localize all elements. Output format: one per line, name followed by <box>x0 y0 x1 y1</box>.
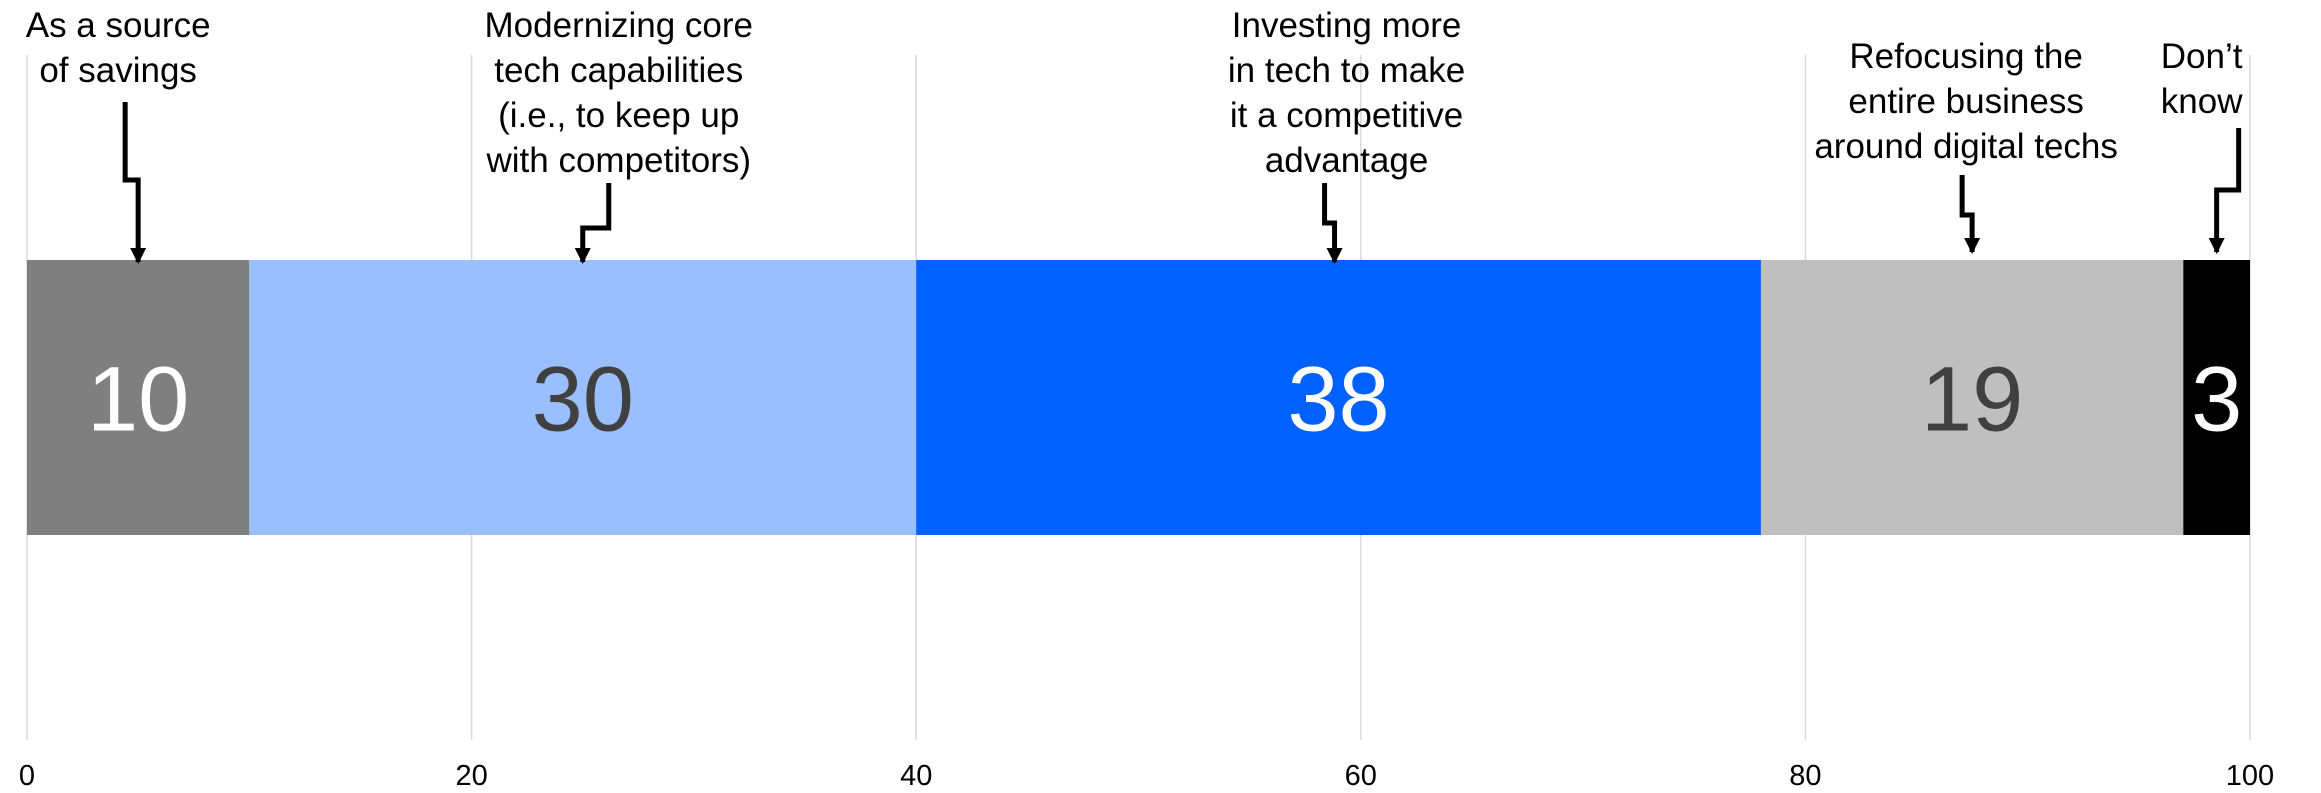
x-tick-label: 20 <box>455 760 487 792</box>
x-tick-label: 100 <box>2226 760 2274 792</box>
category-label-line: Refocusing the <box>1849 37 2082 76</box>
callout-arrow-line <box>2214 128 2242 252</box>
bar-segment <box>1760 260 2184 535</box>
bar-segment <box>249 260 917 535</box>
callout-arrow-line <box>1322 183 1338 262</box>
category-label-line: Don’t <box>2161 37 2243 76</box>
callout-arrow-line <box>122 102 141 262</box>
x-axis-tick-labels: 0 20 40 60 80 100 <box>19 760 2274 792</box>
category-label-line: Modernizing core <box>485 6 753 45</box>
callout-arrows <box>122 102 2242 264</box>
category-label-line: entire business <box>1848 82 2083 121</box>
category-label-line: As a source <box>26 6 211 45</box>
callout-arrow-line <box>580 183 612 262</box>
callout-arrow-head <box>1964 238 1981 254</box>
callout-arrow-head <box>2208 238 2225 254</box>
callout-arrow-head <box>130 248 147 264</box>
bar-segment <box>916 260 1761 535</box>
callout-arrow-line <box>1959 175 1975 252</box>
category-label-line: with competitors) <box>485 141 751 180</box>
bar-segment <box>2183 260 2250 535</box>
category-label: Refocusing the entire business around digi… <box>1814 37 2118 166</box>
category-label-line: advantage <box>1265 141 1428 180</box>
bar-segments <box>27 260 2250 535</box>
category-label: As a source of savings <box>26 6 211 90</box>
x-tick-label: 60 <box>1345 760 1377 792</box>
category-label-line: know <box>2161 82 2243 121</box>
bar-segment <box>27 260 250 535</box>
callout-arrow-head <box>574 248 591 264</box>
category-label-line: (i.e., to keep up <box>498 96 739 135</box>
category-label: Don’t know <box>2161 37 2243 121</box>
x-tick-label: 40 <box>900 760 932 792</box>
category-label-line: around digital techs <box>1814 127 2118 166</box>
value-label: 3 <box>2191 349 2242 451</box>
x-tick-label: 80 <box>1789 760 1821 792</box>
category-label-line: Investing more <box>1232 6 1462 45</box>
value-label: 10 <box>87 349 189 451</box>
value-label: 19 <box>1921 349 2023 451</box>
callout-arrow-head <box>1326 248 1343 264</box>
category-label-line: tech capabilities <box>494 51 743 90</box>
category-label-line: it a competitive <box>1230 96 1463 135</box>
category-label-line: of savings <box>39 51 197 90</box>
category-label-line: in tech to make <box>1228 51 1465 90</box>
category-labels: As a source of savings Modernizing core tec… <box>26 6 2243 180</box>
x-tick-label: 0 <box>19 760 35 792</box>
value-label: 30 <box>532 349 634 451</box>
category-label: Investing more in tech to make it a compet… <box>1228 6 1465 180</box>
value-labels: 10 30 38 19 3 <box>87 349 2242 451</box>
category-label: Modernizing core tech capabilities (i.e., … <box>485 6 753 180</box>
value-label: 38 <box>1287 349 1389 451</box>
